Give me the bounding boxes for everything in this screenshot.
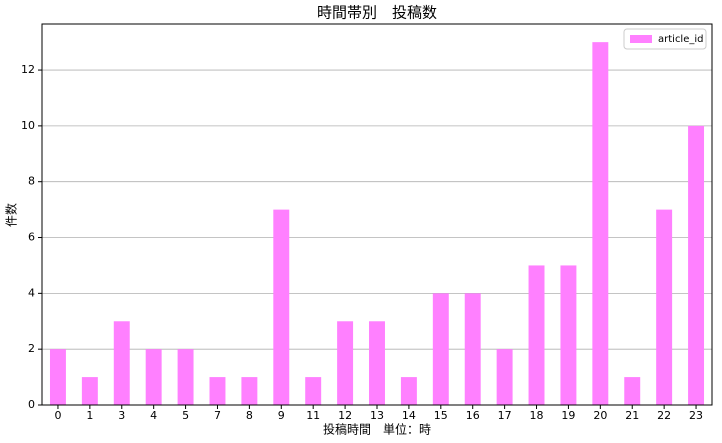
x-tick-label: 4 [150,409,157,422]
y-tick-label: 6 [28,231,35,244]
y-axis-label: 件数 [4,203,19,227]
bar [432,293,449,405]
bar [177,349,194,405]
chart-title: 時間帯別 投稿数 [317,4,437,22]
bar [305,377,322,405]
bar [241,377,258,405]
bar [688,125,705,405]
x-tick-label: 13 [370,409,384,422]
bar [209,377,226,405]
x-tick-label: 3 [118,409,125,422]
x-tick-label: 12 [338,409,352,422]
x-tick-label: 8 [246,409,253,422]
bar [400,377,417,405]
bar [49,349,66,405]
x-tick-label: 15 [434,409,448,422]
x-tick-label: 14 [402,409,416,422]
legend-box [623,28,707,50]
y-tick-label: 0 [28,398,35,411]
bar [369,321,385,405]
bar [560,265,577,405]
x-tick-label: 1 [86,409,93,422]
x-tick-label: 7 [214,409,221,422]
y-tick-label: 8 [28,175,35,188]
y-tick-label: 4 [28,286,35,299]
bar [81,377,98,405]
x-tick-label: 17 [498,409,512,422]
bar [273,209,290,405]
x-axis-label: 投稿時間 単位：時 [323,422,431,437]
x-tick-label: 5 [182,409,189,422]
x-tick-label: 21 [625,409,639,422]
x-tick-label: 19 [561,409,575,422]
bar [656,209,673,405]
x-tick-label: 0 [54,409,61,422]
legend: article_id [623,28,707,50]
plot-frame [41,23,713,406]
x-tick-label: 11 [306,409,320,422]
y-tick-label: 2 [28,342,35,355]
bar [145,349,162,405]
bar [337,321,354,405]
y-tick-label: 12 [21,63,35,76]
x-tick-label: 16 [466,409,480,422]
x-tick-label: 23 [689,409,703,422]
bar [113,321,130,405]
bar [528,265,545,405]
y-tick-label: 10 [21,119,35,132]
bar [592,42,609,406]
x-tick-label: 18 [530,409,544,422]
x-tick-label: 9 [278,409,285,422]
legend-label: article_id [658,34,704,45]
bar [496,349,513,405]
legend-swatch [630,35,652,43]
bar [464,293,481,405]
bar [624,377,641,405]
x-tick-label: 22 [657,409,671,422]
x-tick-label: 20 [593,409,607,422]
